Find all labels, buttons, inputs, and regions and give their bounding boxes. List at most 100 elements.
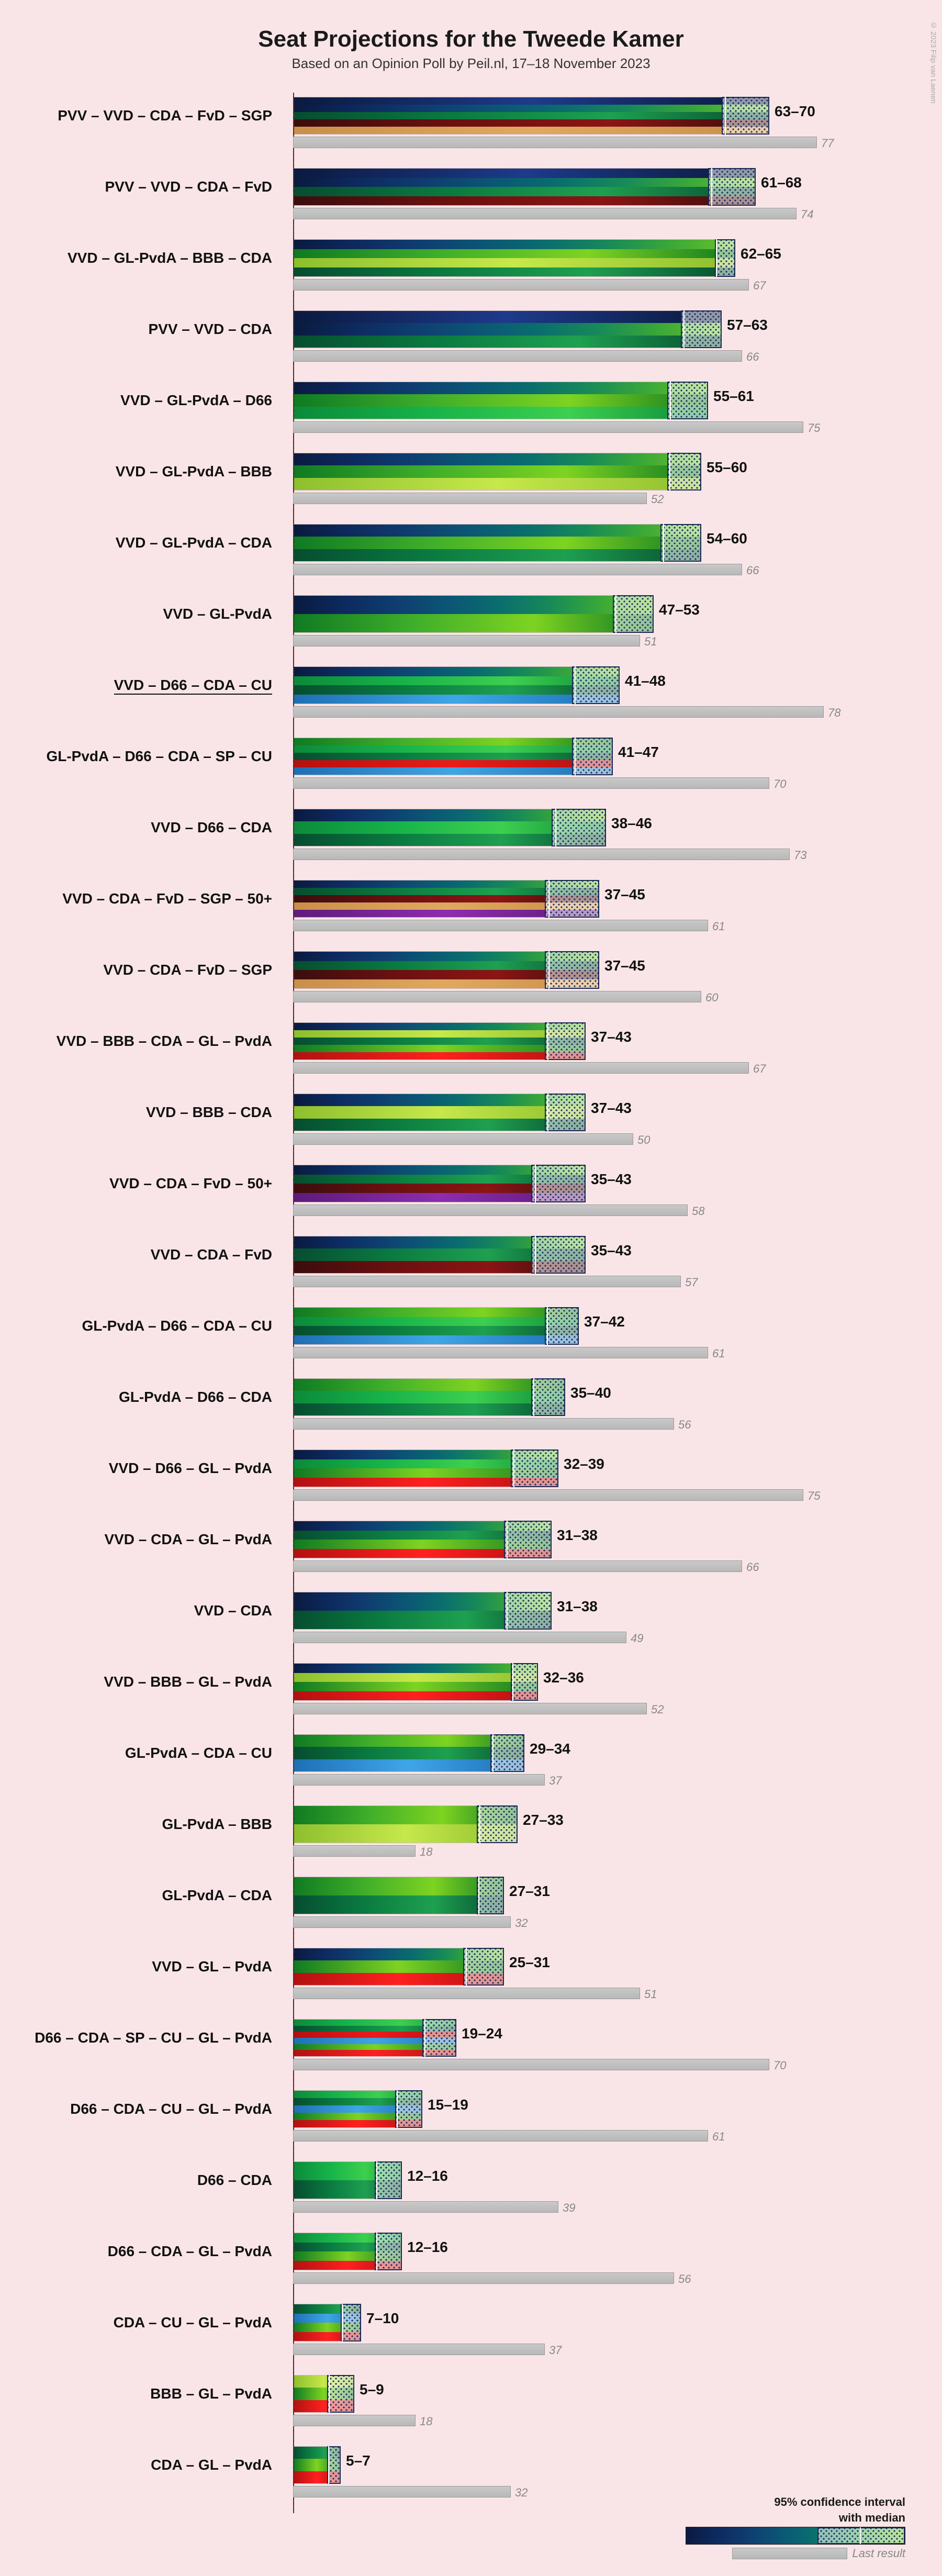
last-result-label: 66 xyxy=(746,564,759,577)
last-result-label: 57 xyxy=(685,1276,698,1289)
coalition-label: PVV – VVD – CDA – FvD – SGP xyxy=(10,107,283,124)
stripe-cda xyxy=(294,267,735,277)
bar-wrap: 29–34 37 xyxy=(293,1734,837,1797)
range-label: 27–33 xyxy=(523,1812,564,1828)
ci-interval xyxy=(422,2019,456,2057)
range-label: 31–38 xyxy=(557,1527,598,1544)
last-result-label: 37 xyxy=(549,2344,562,2357)
coalition-bar xyxy=(293,1307,579,1345)
coalition-row: VVD – GL-PvdA – BBB – CDA 62–65 67 xyxy=(10,235,932,306)
median-line xyxy=(663,524,664,562)
range-label: 62–65 xyxy=(741,246,781,262)
range-label: 32–36 xyxy=(543,1669,584,1686)
stripe-gl-pvda xyxy=(294,1877,503,1895)
bar-wrap: 37–45 60 xyxy=(293,951,837,1014)
last-result-bar xyxy=(293,1133,633,1145)
bar-wrap: 55–60 52 xyxy=(293,453,837,516)
ci-interval xyxy=(375,2233,402,2270)
coalition-row: D66 – CDA 12–16 39 xyxy=(10,2157,932,2228)
median-line xyxy=(424,2019,425,2057)
range-label: 54–60 xyxy=(706,530,747,547)
bar-wrap: 12–16 56 xyxy=(293,2233,837,2295)
coalition-label: VVD – BBB – CDA xyxy=(10,1104,283,1121)
bar-wrap: 61–68 74 xyxy=(293,168,837,231)
last-result-bar xyxy=(293,1347,708,1358)
median-line xyxy=(397,2090,398,2128)
range-label: 35–43 xyxy=(591,1171,632,1188)
coalition-label: VVD – BBB – GL – PvdA xyxy=(10,1674,283,1690)
bar-wrap: 25–31 51 xyxy=(293,1948,837,2011)
coalition-label: D66 – CDA – GL – PvdA xyxy=(10,2243,283,2260)
median-line xyxy=(725,97,726,135)
coalition-label: VVD – GL – PvdA xyxy=(10,1958,283,1975)
coalition-row: D66 – CDA – SP – CU – GL – PvdA 19–24 70 xyxy=(10,2015,932,2086)
median-line xyxy=(513,1449,514,1487)
coalition-row: VVD – CDA – FvD – SGP 37–45 60 xyxy=(10,947,932,1018)
page: © 2023 Filip van Laenen Seat Projections… xyxy=(0,0,942,2576)
last-result-bar xyxy=(293,564,742,575)
stripe-bbb xyxy=(294,1106,585,1118)
ci-interval xyxy=(504,1521,552,1558)
range-label: 5–7 xyxy=(346,2452,371,2469)
stripe-gl-pvda xyxy=(294,249,735,259)
range-label: 35–40 xyxy=(570,1385,611,1401)
bar-wrap: 41–47 70 xyxy=(293,738,837,800)
ci-interval xyxy=(667,453,701,490)
coalition-label: VVD – CDA – FvD – 50+ xyxy=(10,1175,283,1192)
last-result-label: 50 xyxy=(637,1133,650,1147)
stripe-pvv xyxy=(294,169,755,178)
bar-wrap: 19–24 70 xyxy=(293,2019,837,2082)
bar-wrap: 31–38 49 xyxy=(293,1592,837,1655)
coalition-label: GL-PvdA – D66 – CDA – CU xyxy=(10,1318,283,1334)
legend-ci-icon xyxy=(817,2527,905,2544)
stripe-pvv xyxy=(294,97,769,105)
coalition-label: CDA – GL – PvdA xyxy=(10,2457,283,2473)
median-line xyxy=(716,239,717,277)
coalition-row: VVD – GL-PvdA – D66 55–61 75 xyxy=(10,377,932,449)
ci-interval xyxy=(531,1165,586,1202)
median-line xyxy=(683,310,685,348)
last-result-bar xyxy=(293,1062,749,1074)
coalition-row: CDA – CU – GL – PvdA 7–10 37 xyxy=(10,2300,932,2371)
coalition-row: VVD – BBB – CDA 37–43 50 xyxy=(10,1089,932,1161)
stripe-cda xyxy=(294,685,619,695)
range-label: 35–43 xyxy=(591,1242,632,1259)
stripe-cda xyxy=(294,549,701,561)
ci-interval xyxy=(511,1663,538,1701)
coalition-label: BBB – GL – PvdA xyxy=(10,2385,283,2402)
last-result-label: 74 xyxy=(801,208,813,221)
last-result-label: 66 xyxy=(746,350,759,364)
range-label: 29–34 xyxy=(530,1741,570,1757)
stripe-vvd xyxy=(294,240,735,249)
median-line xyxy=(507,1592,508,1630)
coalition-row: VVD – D66 – CDA 38–46 73 xyxy=(10,805,932,876)
last-result-bar xyxy=(293,137,817,148)
last-result-label: 75 xyxy=(808,421,820,435)
ci-interval xyxy=(341,2304,361,2341)
last-result-label: 56 xyxy=(678,2272,691,2286)
coalition-bar xyxy=(293,97,769,135)
coalition-row: VVD – BBB – GL – PvdA 32–36 52 xyxy=(10,1659,932,1730)
last-result-label: 73 xyxy=(794,849,806,862)
median-line xyxy=(535,1236,536,1274)
stripe-vvd xyxy=(294,667,619,676)
stripe-d66 xyxy=(294,676,619,686)
median-line xyxy=(512,1663,513,1701)
coalition-label: VVD – CDA – GL – PvdA xyxy=(10,1531,283,1548)
last-result-label: 67 xyxy=(753,279,766,293)
legend-median-icon xyxy=(860,2527,861,2544)
last-result-bar xyxy=(293,2201,558,2213)
last-result-bar xyxy=(293,1276,681,1287)
ci-interval xyxy=(722,97,769,135)
coalition-row: GL-PvdA – D66 – CDA – SP – CU 41–47 70 xyxy=(10,733,932,805)
last-result-label: 18 xyxy=(420,1845,432,1859)
last-result-bar xyxy=(293,635,640,646)
coalition-bar xyxy=(293,382,708,419)
last-result-bar xyxy=(293,777,769,789)
coalition-row: PVV – VVD – CDA – FvD 61–68 74 xyxy=(10,164,932,235)
coalition-row: VVD – CDA 31–38 49 xyxy=(10,1588,932,1659)
coalition-row: VVD – GL – PvdA 25–31 51 xyxy=(10,1944,932,2015)
bar-wrap: 32–39 75 xyxy=(293,1449,837,1512)
last-result-bar xyxy=(293,991,701,1002)
range-label: 55–61 xyxy=(713,388,754,405)
